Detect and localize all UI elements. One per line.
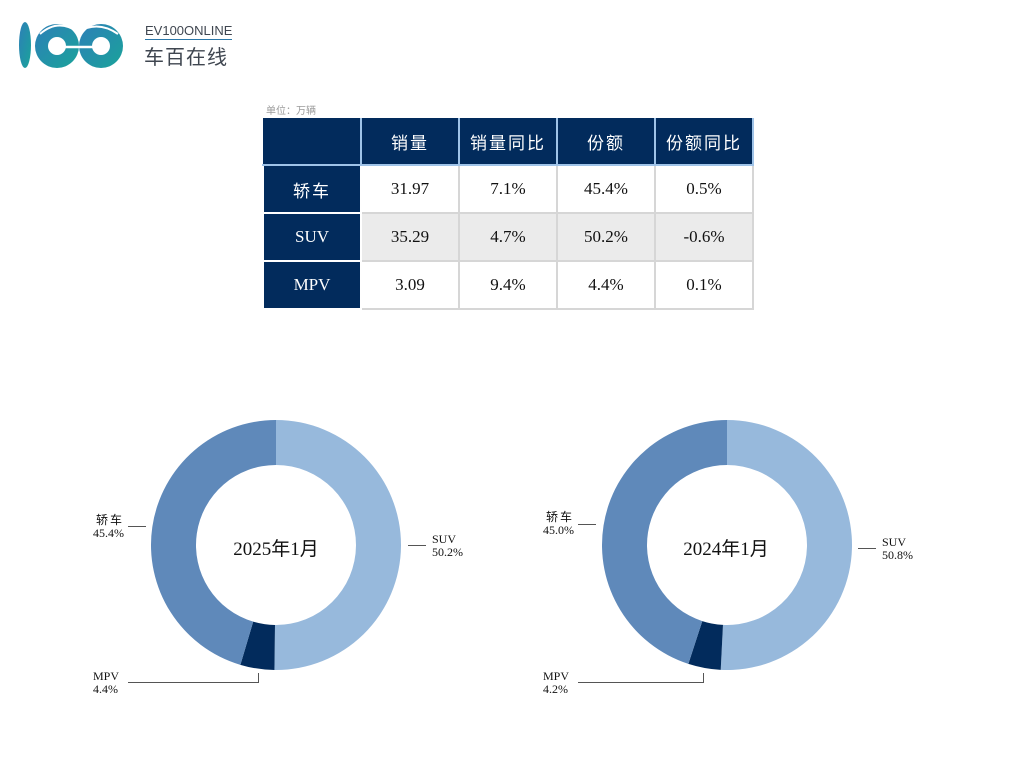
cell-share: 45.4%	[556, 164, 656, 214]
table-row: SUV 35.29 4.7% 50.2% -0.6%	[262, 212, 754, 262]
row-label: MPV	[262, 260, 362, 310]
header-share: 份额	[557, 118, 656, 166]
donut-center-label: 2025年1月	[233, 539, 319, 560]
leader-line	[128, 526, 146, 527]
leader-line	[128, 673, 259, 683]
leader-line	[578, 673, 704, 683]
label-mpv: MPV 4.2%	[543, 669, 570, 696]
cell-share-yoy: 0.5%	[654, 164, 754, 214]
donut-center-label: 2024年1月	[683, 539, 769, 560]
donut-chart-2024	[602, 420, 852, 670]
cell-sales-yoy: 4.7%	[458, 212, 558, 262]
header-sales: 销量	[361, 118, 460, 166]
label-mpv: MPV 4.4%	[93, 669, 120, 696]
cell-sales: 35.29	[360, 212, 460, 262]
cell-sales: 3.09	[360, 260, 460, 310]
slice-sedan	[602, 420, 727, 664]
ev100-logo-icon	[19, 22, 123, 68]
sales-table: 销量 销量同比 份额 份额同比 轿车 31.97 7.1% 45.4% 0.5%…	[262, 118, 754, 310]
slice-sedan	[151, 420, 276, 665]
row-label: SUV	[262, 212, 362, 262]
slice-mpv	[240, 621, 275, 670]
cell-share-yoy: 0.1%	[654, 260, 754, 310]
header-empty	[263, 118, 362, 166]
cell-share: 4.4%	[556, 260, 656, 310]
logo: EV100ONLINE 车百在线	[18, 20, 233, 70]
table-header-row: 销量 销量同比 份额 份额同比	[263, 118, 754, 166]
label-suv: SUV 50.8%	[882, 535, 913, 562]
unit-label: 单位：万辆	[266, 106, 316, 117]
label-suv: SUV 50.2%	[432, 532, 463, 559]
label-sedan: 轿车 45.0%	[543, 510, 574, 537]
cell-share: 50.2%	[556, 212, 656, 262]
row-label: 轿车	[262, 164, 362, 214]
donut-chart-2025	[151, 420, 401, 670]
header-sales-yoy: 销量同比	[459, 118, 558, 166]
label-sedan: 轿车 45.4%	[93, 513, 124, 540]
cell-sales-yoy: 7.1%	[458, 164, 558, 214]
table-row: MPV 3.09 9.4% 4.4% 0.1%	[262, 260, 754, 310]
slice-suv	[720, 420, 852, 670]
header-share-yoy: 份额同比	[655, 118, 754, 166]
table-row: 轿车 31.97 7.1% 45.4% 0.5%	[262, 164, 754, 214]
leader-line	[578, 524, 596, 525]
logo-chinese-text: 车百在线	[144, 45, 228, 69]
logo-english-text: EV100ONLINE	[145, 23, 233, 40]
cell-share-yoy: -0.6%	[654, 212, 754, 262]
leader-line	[408, 545, 426, 546]
slice-suv	[274, 420, 401, 670]
cell-sales: 31.97	[360, 164, 460, 214]
slice-mpv	[688, 621, 723, 670]
cell-sales-yoy: 9.4%	[458, 260, 558, 310]
leader-line	[858, 548, 876, 549]
